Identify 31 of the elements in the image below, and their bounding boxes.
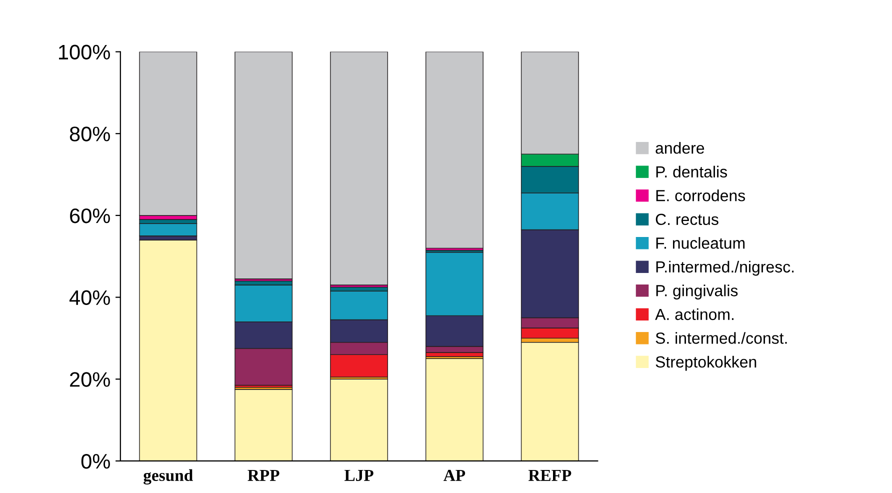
bar bbox=[520, 342, 579, 461]
bar bbox=[330, 378, 388, 461]
legend-label: F. nucleatum bbox=[656, 237, 745, 249]
y-tick-label: 80% bbox=[70, 126, 110, 142]
x-tick-label: REFP bbox=[528, 470, 572, 481]
legend-label: andere bbox=[656, 142, 704, 154]
bar bbox=[139, 52, 198, 216]
x-tick-label: LJP bbox=[344, 470, 374, 482]
legend-label: P. gingivalis bbox=[656, 284, 738, 300]
bar bbox=[425, 52, 484, 249]
legend-label: P.intermed./nigresc. bbox=[656, 260, 794, 276]
y-tick-label: 60% bbox=[70, 208, 110, 224]
legend-label: Streptokokken bbox=[656, 356, 756, 371]
y-tick-label: 20% bbox=[70, 372, 110, 387]
x-tick-label: RPP bbox=[248, 470, 280, 481]
bar bbox=[139, 240, 198, 461]
legend-label: E. corrodens bbox=[656, 190, 746, 202]
y-tick-label: 100% bbox=[59, 44, 110, 60]
legend-label: P. dentalis bbox=[656, 166, 727, 178]
bar bbox=[330, 52, 388, 286]
legend-label: A. actinom. bbox=[655, 308, 734, 320]
bar bbox=[139, 223, 198, 236]
y-tick-label: 40% bbox=[69, 290, 110, 306]
x-tick-label: AP bbox=[444, 470, 466, 481]
x-tick-label: gesund bbox=[144, 469, 193, 485]
legend-label: S. intermed./const. bbox=[656, 332, 787, 344]
bar bbox=[234, 388, 293, 461]
y-tick-label: 0% bbox=[81, 454, 110, 469]
bar bbox=[425, 358, 484, 461]
legend-label: C. rectus bbox=[656, 214, 718, 226]
bar bbox=[234, 52, 293, 280]
